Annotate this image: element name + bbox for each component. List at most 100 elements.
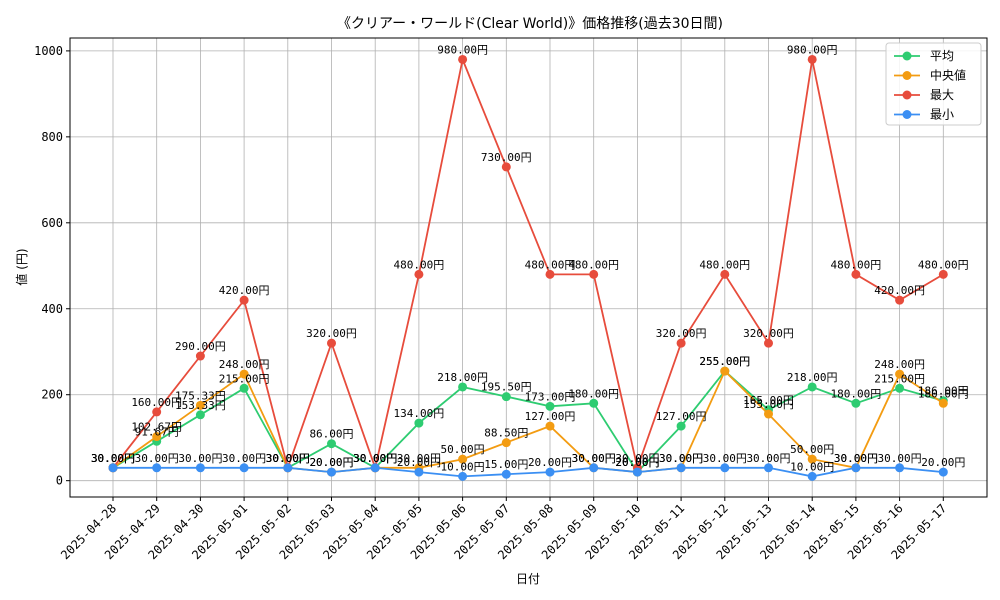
data-point bbox=[327, 467, 336, 477]
data-label: 420.00円 bbox=[874, 284, 925, 297]
data-label: 320.00円 bbox=[743, 327, 794, 340]
data-point bbox=[938, 398, 948, 408]
legend-swatch-marker bbox=[902, 90, 912, 100]
data-label: 480.00円 bbox=[918, 258, 969, 271]
data-label: 30.00円 bbox=[659, 452, 703, 465]
data-label: 30.00円 bbox=[746, 452, 790, 465]
y-tick-label: 1000 bbox=[34, 44, 63, 58]
legend-label: 最小 bbox=[930, 108, 954, 122]
data-point bbox=[414, 269, 424, 279]
data-label: 30.00円 bbox=[572, 452, 616, 465]
data-point bbox=[458, 382, 468, 392]
data-point bbox=[327, 439, 336, 449]
data-point bbox=[851, 398, 861, 408]
data-label: 30.00円 bbox=[834, 452, 878, 465]
data-label: 255.00円 bbox=[699, 355, 750, 368]
data-point bbox=[589, 398, 599, 408]
data-label: 30.00円 bbox=[353, 452, 397, 465]
data-label: 173.00円 bbox=[525, 390, 576, 403]
data-point bbox=[195, 463, 205, 473]
data-label: 20.00円 bbox=[528, 456, 572, 469]
data-label: 102.67円 bbox=[131, 421, 182, 434]
data-point bbox=[589, 269, 599, 279]
data-label: 30.00円 bbox=[703, 452, 747, 465]
data-point bbox=[370, 463, 380, 473]
data-label: 186.00円 bbox=[918, 385, 969, 398]
data-label: 30.00円 bbox=[91, 452, 135, 465]
legend-label: 平均 bbox=[930, 49, 954, 63]
data-point bbox=[195, 400, 205, 410]
data-point bbox=[458, 454, 468, 464]
data-point bbox=[676, 338, 686, 348]
data-label: 180.00円 bbox=[918, 387, 969, 400]
series-layer bbox=[108, 54, 948, 481]
data-point bbox=[895, 383, 905, 393]
data-point bbox=[720, 269, 730, 279]
data-label: 480.00円 bbox=[568, 258, 619, 271]
data-label: 218.00円 bbox=[437, 371, 488, 384]
data-label: 30.00円 bbox=[659, 452, 703, 465]
data-label: 30.00円 bbox=[222, 452, 266, 465]
data-label: 155.00円 bbox=[743, 398, 794, 411]
data-point bbox=[501, 162, 511, 172]
data-point bbox=[764, 409, 773, 419]
data-point bbox=[545, 467, 555, 477]
data-label: 180.00円 bbox=[568, 387, 619, 400]
data-point bbox=[851, 463, 861, 473]
data-point bbox=[283, 463, 293, 473]
data-label: 420.00円 bbox=[219, 284, 270, 297]
data-point bbox=[764, 463, 773, 473]
grid-layer bbox=[70, 38, 987, 497]
data-label: 480.00円 bbox=[525, 258, 576, 271]
data-point bbox=[545, 269, 555, 279]
data-point bbox=[545, 421, 555, 431]
data-label: 180.00円 bbox=[831, 387, 882, 400]
data-label: 30.00円 bbox=[572, 452, 616, 465]
data-label: 20.00円 bbox=[309, 456, 353, 469]
data-label: 20.00円 bbox=[397, 456, 441, 469]
data-label: 480.00円 bbox=[394, 258, 445, 271]
data-point bbox=[152, 463, 162, 473]
data-label: 50.00円 bbox=[441, 443, 485, 456]
data-label: 30.00円 bbox=[135, 452, 179, 465]
data-point bbox=[414, 418, 424, 428]
data-label: 980.00円 bbox=[787, 43, 838, 56]
series-line-2 bbox=[112, 56, 944, 472]
data-point bbox=[895, 463, 905, 473]
data-label: 320.00円 bbox=[306, 327, 357, 340]
data-label: 248.00円 bbox=[219, 358, 270, 371]
data-label: 153.33円 bbox=[175, 399, 226, 412]
data-point bbox=[501, 469, 511, 479]
data-point bbox=[938, 269, 948, 279]
data-point bbox=[458, 54, 468, 64]
data-label: 30.00円 bbox=[834, 452, 878, 465]
data-point bbox=[807, 382, 817, 392]
y-axis-label: 値 (円) bbox=[14, 248, 29, 285]
data-label: 165.00円 bbox=[743, 394, 794, 407]
data-point bbox=[764, 338, 773, 348]
data-point bbox=[239, 369, 249, 379]
data-label: 127.00円 bbox=[656, 410, 707, 423]
data-point bbox=[501, 438, 511, 448]
y-axis-ticks: 0 200 400 600 800 1000 bbox=[34, 44, 70, 488]
data-label: 134.00円 bbox=[394, 407, 445, 420]
legend-box bbox=[885, 42, 982, 126]
legend-swatch-marker bbox=[902, 51, 912, 61]
y-tick-label: 600 bbox=[41, 216, 63, 230]
data-label: 15.00円 bbox=[484, 458, 528, 471]
data-label: 30.00円 bbox=[91, 452, 135, 465]
data-label: 91.67円 bbox=[135, 425, 179, 438]
data-point bbox=[938, 467, 948, 477]
data-label: 175.33円 bbox=[175, 389, 226, 402]
data-label: 215.00円 bbox=[874, 372, 925, 385]
data-point bbox=[720, 366, 730, 376]
data-label: 20.00円 bbox=[309, 456, 353, 469]
data-label: 88.50円 bbox=[484, 427, 528, 440]
legend-label: 中央値 bbox=[930, 68, 966, 83]
data-point bbox=[152, 407, 162, 417]
chart-title: 《クリアー・ワールド(Clear World)》価格推移(過去30日間) bbox=[337, 16, 723, 32]
y-tick-label: 400 bbox=[41, 302, 63, 316]
data-label: 20.00円 bbox=[615, 456, 659, 469]
